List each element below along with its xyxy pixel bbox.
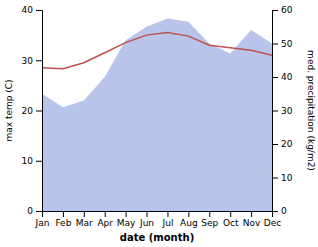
- tick: 10: [272, 173, 293, 183]
- tick: 0: [272, 206, 287, 216]
- tick: May: [117, 211, 136, 228]
- tick-label: Apr: [97, 218, 113, 228]
- chart: JanFebMarAprMayJunJulAugSepOctNovDec0102…: [0, 0, 318, 247]
- tick: 30: [272, 106, 293, 116]
- tick-label: May: [117, 218, 136, 228]
- y2-axis-title: med. precipitation (kg/m2): [306, 50, 316, 171]
- tick: Dec: [264, 211, 281, 228]
- axis-line: [43, 212, 273, 218]
- tick-mark: [36, 161, 42, 162]
- tick-label: Aug: [180, 218, 198, 228]
- area: [42, 18, 272, 211]
- tick-mark: [63, 211, 64, 217]
- tick-label: 50: [281, 39, 293, 49]
- tick-mark: [272, 44, 278, 45]
- tick-mark: [105, 211, 106, 217]
- tick-label: Feb: [55, 218, 71, 228]
- axis-line: [273, 11, 279, 212]
- tick: 20: [272, 139, 293, 149]
- tick-label: Sep: [201, 218, 218, 228]
- tick: Oct: [223, 211, 239, 228]
- tick-mark: [272, 111, 278, 112]
- y-axis-title: max temp (C): [4, 79, 14, 141]
- tick-label: 20: [281, 139, 293, 149]
- tick: Feb: [55, 211, 71, 228]
- tick-label: 40: [22, 5, 34, 15]
- tick-label: 0: [27, 206, 33, 216]
- tick: 10: [22, 156, 42, 166]
- tick-mark: [272, 178, 278, 179]
- tick-label: 0: [281, 206, 287, 216]
- tick: 20: [22, 106, 42, 116]
- tick: Mar: [76, 211, 93, 228]
- tick-mark: [230, 211, 231, 217]
- tick: 40: [272, 72, 293, 82]
- tick: 40: [22, 5, 42, 15]
- tick: Apr: [97, 211, 113, 228]
- tick: Nov: [243, 211, 261, 228]
- tick-label: 10: [22, 156, 34, 166]
- x-axis: Jan Feb Mar Apr MayJun Jul AugSep Oct NovDec: [35, 211, 282, 228]
- axis-line: [36, 11, 43, 212]
- tick-mark: [36, 111, 42, 112]
- marks: [42, 18, 272, 211]
- tick-label: 40: [281, 72, 293, 82]
- line: [42, 33, 272, 69]
- y-axis: 0 10 20 30 40: [22, 5, 43, 216]
- tick-label: Mar: [76, 218, 93, 228]
- tick-mark: [84, 211, 85, 217]
- tick: Jul: [162, 211, 174, 228]
- y2-axis: 0 10 20 30 40 50 60: [272, 5, 293, 216]
- tick: 30: [22, 56, 42, 66]
- tick-label: Jul: [162, 218, 174, 228]
- tick-mark: [188, 211, 189, 217]
- tick-label: Jun: [139, 218, 154, 228]
- tick-mark: [272, 144, 278, 145]
- tick: 50: [272, 39, 293, 49]
- plot-area: JanFebMarAprMayJunJulAugSepOctNovDec0102…: [4, 5, 316, 243]
- tick-mark: [36, 211, 42, 212]
- tick-mark: [147, 211, 148, 217]
- tick-mark: [272, 211, 278, 212]
- tick: 0: [27, 206, 42, 216]
- tick: Jun: [139, 211, 154, 228]
- tick-label: 30: [281, 106, 293, 116]
- tick-mark: [272, 77, 278, 78]
- tick-mark: [36, 60, 42, 61]
- tick-label: 20: [22, 106, 34, 116]
- tick-mark: [251, 211, 252, 217]
- tick-label: Nov: [243, 218, 261, 228]
- tick-mark: [209, 211, 210, 217]
- tick: Jan: [35, 211, 50, 228]
- tick-label: 60: [281, 5, 293, 15]
- tick-label: 10: [281, 173, 293, 183]
- tick-label: Oct: [223, 218, 239, 228]
- tick-label: Dec: [264, 218, 281, 228]
- tick: Aug: [180, 211, 198, 228]
- tick-label: Jan: [35, 218, 50, 228]
- tick-mark: [272, 10, 278, 11]
- tick-label: 30: [22, 56, 34, 66]
- x-axis-title: date (month): [120, 232, 194, 243]
- tick: Sep: [201, 211, 218, 228]
- tick-mark: [167, 211, 168, 217]
- tick: 60: [272, 5, 293, 15]
- tick-mark: [36, 10, 42, 11]
- tick-mark: [126, 211, 127, 217]
